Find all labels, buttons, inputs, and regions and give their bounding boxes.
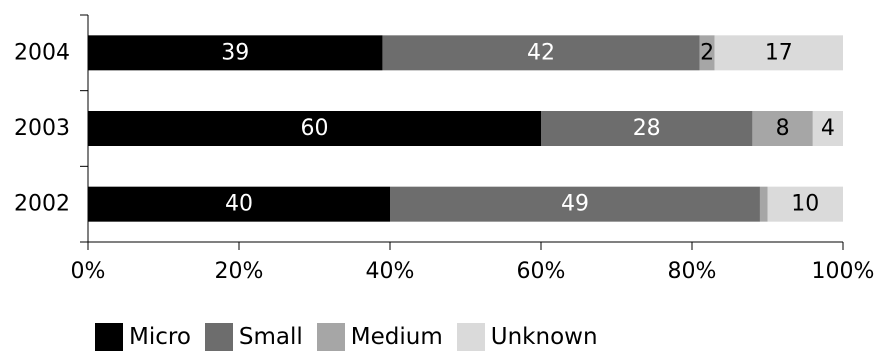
y-tick-label-2004: 2004 (14, 40, 70, 65)
legend: Micro Small Medium Unknown (95, 320, 612, 354)
data-label-2002-unknown: 10 (791, 192, 819, 217)
x-tick-label-0: 0% (71, 259, 106, 284)
x-tick-label-5: 100% (812, 259, 875, 284)
bar-2002-small (390, 186, 760, 222)
legend-swatch-micro (95, 323, 123, 351)
bar-2002-unknown (767, 186, 843, 222)
data-label-2003-small: 28 (633, 116, 661, 141)
data-label-2004-medium: 2 (700, 40, 714, 65)
data-label-2002-small: 49 (561, 192, 589, 217)
bar-2004-micro (88, 35, 383, 71)
bar-2004-small (382, 35, 700, 71)
y-tick-label-2002: 2002 (14, 192, 70, 217)
legend-swatch-small (204, 323, 233, 351)
bar-2003-unknown (812, 111, 843, 146)
y-tick-label-2003: 2003 (14, 116, 70, 141)
bar-2003-small (541, 111, 753, 146)
x-tick-label-4: 80% (668, 259, 717, 284)
legend-item-unknown: Unknown (456, 323, 598, 351)
legend-item-small: Small (204, 323, 303, 351)
legend-label-micro: Micro (129, 324, 191, 350)
x-tick-label-2: 40% (366, 259, 415, 284)
data-label-2003-unknown: 4 (821, 116, 835, 141)
data-label-2004-unknown: 17 (765, 40, 793, 65)
bar-2002-medium (759, 186, 768, 222)
legend-label-small: Small (238, 324, 303, 350)
bar-2003-medium (752, 111, 813, 146)
bar-2003-micro (88, 111, 541, 146)
legend-label-unknown: Unknown (490, 324, 598, 350)
data-label-2004-small: 42 (527, 40, 555, 65)
legend-swatch-unknown (456, 323, 485, 351)
bar-2004-medium (699, 35, 715, 71)
bar-2004-unknown (714, 35, 843, 71)
legend-item-micro: Micro (95, 323, 191, 351)
legend-swatch-medium (316, 323, 345, 351)
legend-label-medium: Medium (350, 324, 443, 350)
data-label-2002-micro: 40 (225, 192, 253, 217)
data-label-2003-micro: 60 (301, 116, 329, 141)
bar-2002-micro (88, 186, 390, 222)
legend-item-medium: Medium (316, 323, 443, 351)
data-label-2004-micro: 39 (221, 40, 249, 65)
data-label-2003-medium: 8 (776, 116, 790, 141)
x-tick-label-1: 20% (215, 259, 264, 284)
x-tick-label-3: 60% (517, 259, 566, 284)
